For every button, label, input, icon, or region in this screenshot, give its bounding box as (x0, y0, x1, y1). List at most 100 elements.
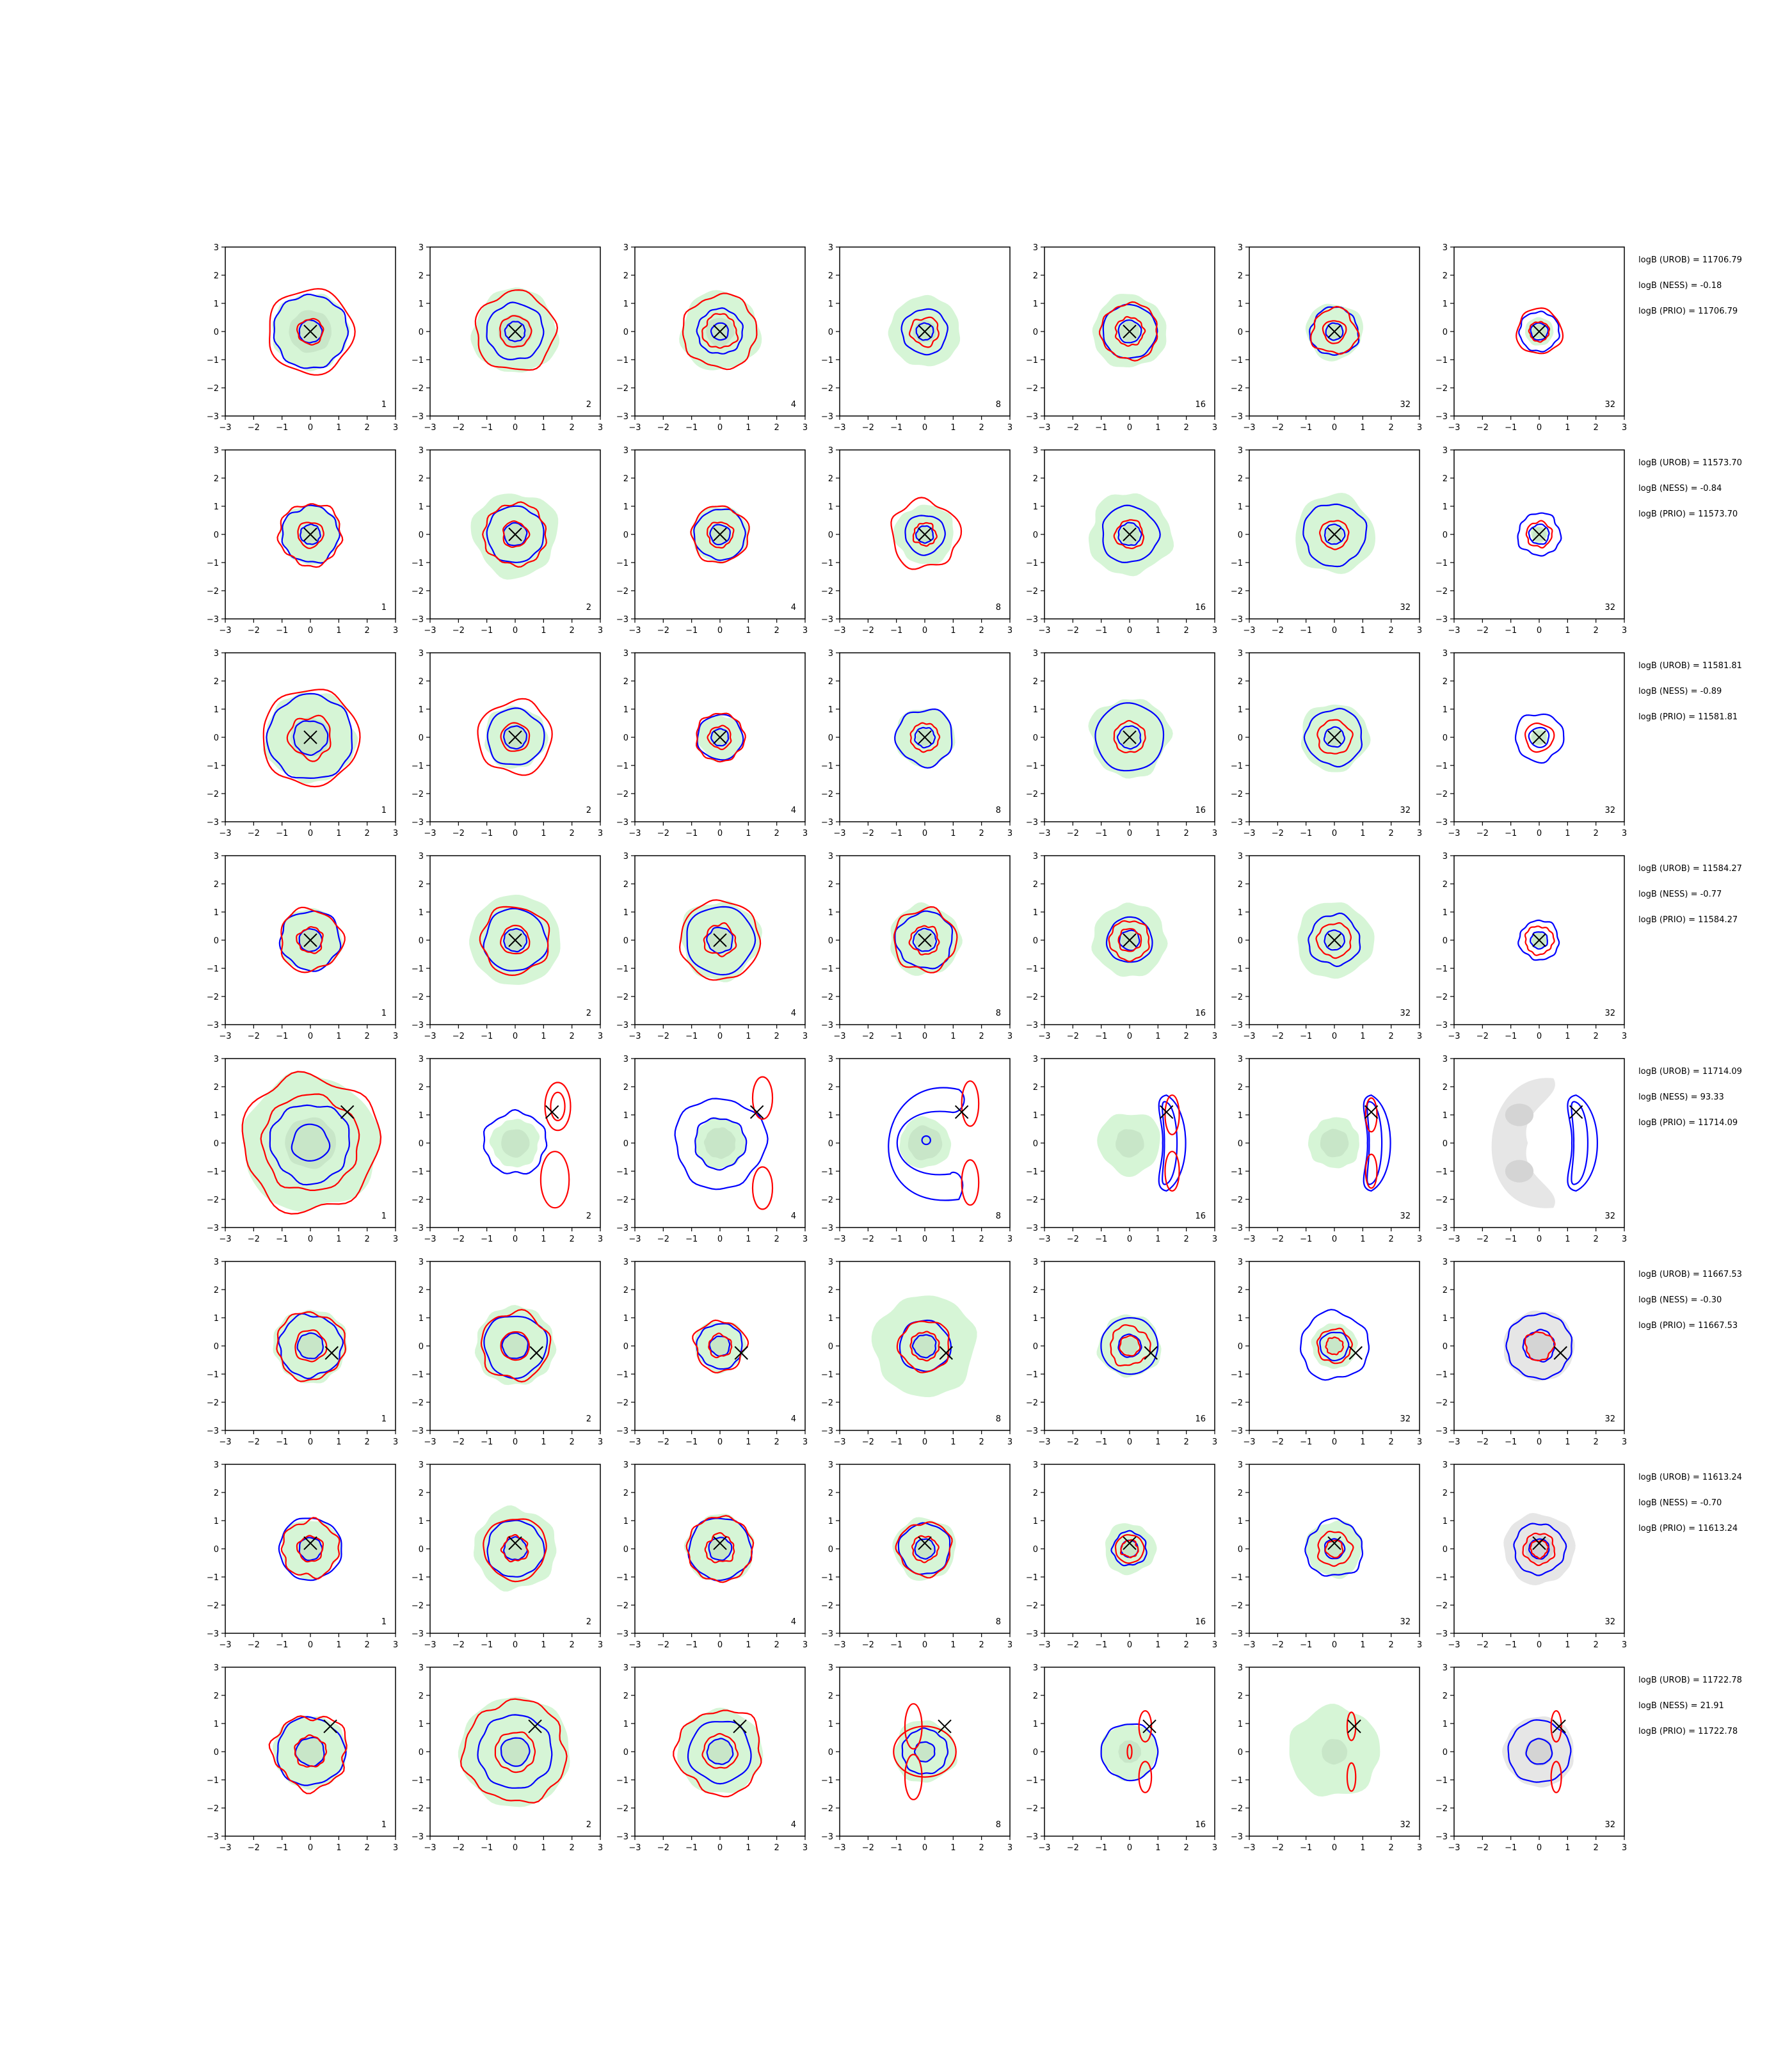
red-contour (1164, 1151, 1180, 1192)
x-tick-label: −3 (219, 829, 231, 838)
y-tick-label: 3 (1238, 1460, 1243, 1470)
y-tick-label: 0 (1238, 1545, 1243, 1555)
y-tick-label: 3 (419, 852, 424, 861)
panel: −3 −2 −1 0 1 2 3 −3 −2 −1 0 1 2 3 32 (1436, 1055, 1627, 1244)
y-tick-label: 3 (1443, 852, 1448, 861)
plot-area (674, 1076, 774, 1210)
blue-contour (706, 927, 733, 954)
x-tick-label: −2 (657, 1437, 669, 1447)
y-tick-label: 0 (214, 733, 219, 743)
x-tick-label: −2 (248, 1640, 260, 1650)
x-tick-label: 1 (336, 829, 341, 838)
density-core (502, 1333, 529, 1359)
y-tick-label: 0 (623, 1545, 628, 1555)
y-tick-label: 3 (1033, 446, 1038, 456)
plot-area (269, 288, 356, 376)
y-tick-label: 2 (1033, 271, 1038, 281)
blue-contour (708, 1537, 733, 1562)
blue-contour (1094, 702, 1165, 772)
x-tick-label: 0 (717, 1640, 723, 1650)
x-tick-label: 1 (1565, 829, 1570, 838)
y-tick-label: −2 (412, 993, 424, 1002)
x-tick-label: 1 (1360, 1437, 1365, 1447)
x-tick-label: −1 (276, 1843, 288, 1853)
panel: −3 −2 −1 0 1 2 3 −3 −2 −1 0 1 2 3 2 (412, 1663, 603, 1853)
true-value-marker (1327, 933, 1341, 947)
x-tick-label: 3 (1417, 1032, 1422, 1041)
x-tick-label: 0 (1332, 1843, 1337, 1853)
x-tick-label: −1 (1095, 423, 1107, 433)
true-value-marker (1123, 527, 1137, 541)
density-core (1325, 1337, 1343, 1355)
y-tick-label: 2 (1033, 474, 1038, 484)
y-tick-label: −1 (1436, 1167, 1448, 1177)
x-tick-label: 3 (1212, 626, 1217, 636)
x-tick-label: −3 (424, 423, 436, 433)
panel-label: 8 (996, 1414, 1001, 1424)
y-tick-label: 3 (1238, 243, 1243, 253)
panel-label: 1 (381, 1009, 387, 1018)
y-tick-label: −3 (1436, 1832, 1448, 1842)
y-tick-label: 3 (1033, 1055, 1038, 1064)
x-tick-label: 2 (570, 1843, 575, 1853)
y-tick-label: 1 (1238, 502, 1243, 512)
blue-contour (1302, 503, 1368, 568)
x-tick-label: 3 (1417, 423, 1422, 433)
y-tick-label: −3 (821, 1832, 833, 1842)
plot-area (268, 1715, 348, 1795)
true-value-marker (508, 527, 522, 541)
row-statistic: logB (NESS) = 93.33 (1638, 1092, 1724, 1102)
x-tick-label: 1 (1360, 423, 1365, 433)
plot-area (1097, 1094, 1187, 1192)
y-tick-label: 3 (214, 852, 219, 861)
x-tick-label: 3 (1417, 1235, 1422, 1244)
red-contour (276, 1311, 347, 1382)
x-tick-label: −3 (1038, 829, 1050, 838)
y-tick-label: −1 (1436, 356, 1448, 365)
x-tick-label: −1 (1300, 626, 1312, 636)
y-tick-label: 3 (1238, 852, 1243, 861)
red-contour (692, 1319, 749, 1373)
y-tick-label: 0 (419, 936, 424, 946)
y-tick-label: −3 (412, 615, 424, 625)
x-tick-label: −1 (1095, 1235, 1107, 1244)
x-tick-label: −2 (1272, 829, 1284, 838)
y-tick-label: 1 (1033, 1314, 1038, 1324)
x-tick-label: 3 (598, 423, 603, 433)
blue-contour (674, 1098, 769, 1190)
panel-label: 1 (381, 1617, 387, 1627)
y-tick-label: 3 (1443, 1663, 1448, 1673)
x-tick-label: 3 (1212, 829, 1217, 838)
x-tick-label: 0 (1332, 1640, 1337, 1650)
x-tick-label: 1 (746, 829, 751, 838)
red-contour (268, 1715, 348, 1795)
x-tick-label: −1 (685, 1032, 698, 1041)
x-tick-label: −2 (452, 1437, 465, 1447)
y-tick-label: −2 (821, 1196, 833, 1205)
y-tick-label: 0 (828, 1139, 833, 1149)
y-tick-label: −2 (412, 790, 424, 799)
x-tick-label: −1 (1300, 829, 1312, 838)
x-tick-label: 2 (570, 423, 575, 433)
plot-area (1308, 1094, 1391, 1192)
x-tick-label: −2 (862, 829, 874, 838)
y-tick-label: −1 (1231, 356, 1243, 365)
x-tick-label: 0 (1127, 1235, 1132, 1244)
y-tick-label: −2 (1026, 993, 1038, 1002)
y-tick-label: 1 (1443, 1517, 1448, 1526)
red-contour (704, 1532, 735, 1564)
density-core (504, 1537, 527, 1560)
y-tick-label: 3 (1033, 852, 1038, 861)
true-value-marker (303, 527, 317, 541)
red-contour (893, 1725, 957, 1778)
x-tick-label: 3 (1212, 1640, 1217, 1650)
x-tick-label: −3 (219, 626, 231, 636)
x-tick-label: −3 (628, 1843, 641, 1853)
panel-label: 8 (996, 1617, 1001, 1627)
x-tick-label: 0 (308, 1640, 313, 1650)
red-contour (706, 521, 735, 549)
y-tick-label: 0 (1443, 1545, 1448, 1555)
y-tick-label: −3 (1231, 412, 1243, 422)
y-tick-label: −1 (1026, 1370, 1038, 1380)
x-tick-label: 3 (1622, 829, 1627, 838)
